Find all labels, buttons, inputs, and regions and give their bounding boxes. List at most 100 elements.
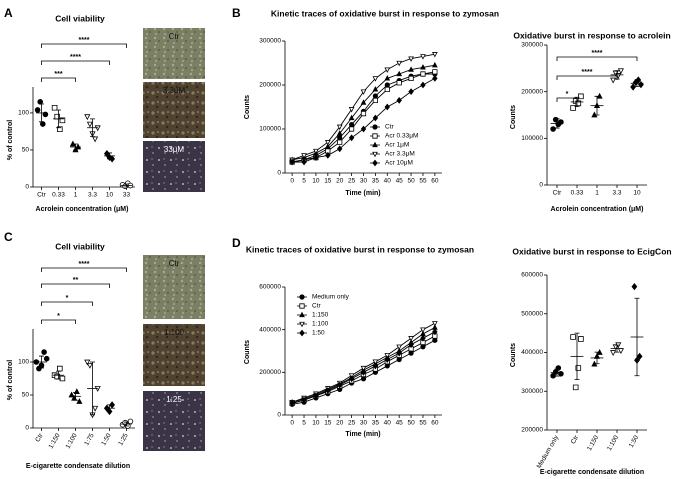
significance-bracket [556,75,618,80]
x-tick-label: 10 [106,192,114,199]
marker [384,356,391,363]
error-bar [634,297,640,377]
series-line [292,71,435,163]
marker [299,321,305,328]
y-tick-label: 50 [22,147,30,154]
marker [420,64,426,70]
marker [396,344,403,351]
error-bar [594,351,600,365]
y-tick-label: 500000 [521,310,543,317]
micrograph-label: Ctr [169,32,180,41]
x-tick-label: 55 [419,420,427,427]
significance-label: **** [592,50,603,57]
marker [348,107,355,113]
x-tick-label: 1:25 [117,432,130,447]
y-tick-label: 200000 [259,369,281,376]
x-tick-label: 15 [324,178,332,185]
legend-label: Acr 3.3μM [385,151,415,158]
marker [432,69,438,75]
legend-label: Acr 1μM [385,142,409,149]
x-tick-label: 10 [312,178,320,185]
marker [384,67,391,73]
marker [572,384,579,391]
x-tick-label: 55 [419,178,427,185]
y-axis-label: % of control [7,120,14,160]
x-tick-label: Ctr [34,432,45,444]
marker [617,348,624,355]
y-tick-label: 300000 [259,38,281,45]
significance-label: *** [54,71,62,78]
x-tick-label: Ctr [37,192,47,199]
x-tick-label: 1:75 [83,432,96,447]
marker [313,154,319,161]
marker [41,349,47,355]
marker [558,371,564,377]
marker [420,54,426,60]
marker [384,363,390,369]
significance-label: ** [73,277,79,284]
chart-title: Kinetic traces of oxidative burst in res… [271,8,499,18]
marker [432,75,438,82]
marker [396,356,402,363]
x-tick-label: Ctr [570,434,581,446]
y-tick-label: 100 [18,359,29,366]
x-tick-label: 0 [290,420,294,427]
error-bar [124,421,129,427]
x-tick-label: 1 [74,192,78,199]
y-axis-label: Counts [510,343,517,367]
marker [396,349,402,357]
x-tick-label: 20 [336,420,344,427]
marker [336,130,343,136]
x-tick-label: 50 [407,178,415,185]
chart-title: Kinetic traces of oxidative burst in res… [246,244,474,254]
legend-label: Medium only [312,294,350,301]
x-tick-label: 40 [384,420,392,427]
significance-label: **** [70,54,81,61]
marker [360,376,367,382]
y-tick-label: 0 [277,170,281,177]
error-bar [90,361,95,416]
marker [349,122,355,128]
y-tick-label: 200000 [521,427,543,434]
marker [384,75,391,81]
panel-letter: B [232,6,241,20]
marker [420,327,426,333]
significance-label: * [566,91,569,98]
x-tick-label: 10 [633,190,641,197]
marker [372,93,378,99]
panel-letter: C [4,230,13,244]
y-tick-label: 600000 [521,272,543,279]
marker [299,329,305,337]
panel-letter: A [4,6,13,20]
y-tick-label: 0 [25,184,29,191]
y-tick-label: 200000 [259,82,281,89]
marker [84,114,91,121]
x-axis-label: Acrolein concentration (μM) [551,206,644,213]
marker [299,303,305,309]
error-bar [56,370,61,380]
marker [372,151,378,158]
marker [372,141,378,148]
marker [420,81,426,89]
marker [570,334,576,340]
y-tick-label: 200000 [521,88,543,95]
marker [68,391,75,398]
significance-bracket [41,301,93,306]
micrograph-label: Ctr [169,259,180,268]
x-tick-label: 50 [407,420,415,427]
marker [299,311,305,318]
marker [92,405,99,412]
micrograph [143,255,205,319]
marker [408,88,414,95]
significance-bracket [41,60,110,65]
marker [324,140,331,146]
x-tick-label: 1:100 [606,434,620,452]
marker [570,105,576,111]
marker [349,126,355,132]
x-tick-label: 0.33 [571,190,584,197]
significance-bracket [41,77,76,82]
x-tick-label: 1:50 [100,432,113,447]
y-axis-label: Counts [510,105,517,129]
x-tick-label: 40 [384,178,392,185]
